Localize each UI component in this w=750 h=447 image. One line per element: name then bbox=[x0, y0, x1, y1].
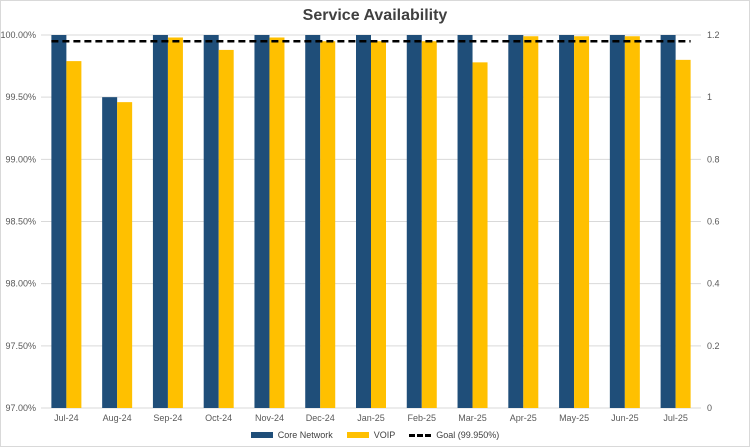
y-tick-label: 99.50% bbox=[5, 92, 36, 102]
y2-tick-label: 0 bbox=[707, 403, 712, 413]
bar-core-network bbox=[152, 35, 168, 408]
y2-tick-label: 0.6 bbox=[707, 217, 720, 227]
y2-tick-label: 1 bbox=[707, 92, 712, 102]
x-tick-label: Jun-25 bbox=[611, 413, 639, 423]
x-tick-label: Feb-25 bbox=[408, 413, 437, 423]
bar-core-network bbox=[203, 35, 219, 408]
bar-core-network bbox=[356, 35, 371, 408]
x-tick-label: Nov-24 bbox=[255, 413, 284, 423]
legend-item-voip: VOIP bbox=[346, 430, 396, 440]
bar-voip bbox=[117, 102, 133, 408]
y2-tick-label: 1.2 bbox=[707, 30, 720, 40]
x-tick-label: Jul-24 bbox=[54, 413, 79, 423]
bar-core-network bbox=[102, 97, 118, 409]
y-tick-label: 98.00% bbox=[5, 279, 36, 289]
bar-voip bbox=[269, 37, 285, 409]
legend-swatch-goal bbox=[409, 433, 432, 437]
bar-voip bbox=[167, 37, 183, 409]
legend-item-goal: Goal (99.950%) bbox=[409, 430, 499, 440]
x-tick-label: Jan-25 bbox=[357, 413, 385, 423]
bar-core-network bbox=[660, 35, 676, 408]
bar-core-network bbox=[457, 35, 473, 408]
legend-label-core-network: Core Network bbox=[277, 430, 333, 440]
bar-voip bbox=[675, 59, 691, 408]
chart-legend: Core Network VOIP Goal (99.950%) bbox=[1, 430, 749, 440]
chart-title: Service Availability bbox=[302, 7, 448, 24]
x-tick-label: Jul-25 bbox=[663, 413, 688, 423]
bar-core-network bbox=[51, 35, 67, 408]
bar-voip bbox=[218, 49, 234, 409]
bar-core-network bbox=[305, 35, 321, 408]
x-tick-label: Sep-24 bbox=[153, 413, 182, 423]
bar-voip bbox=[523, 36, 539, 408]
y2-tick-label: 0.8 bbox=[707, 154, 720, 164]
y2-tick-label: 0.2 bbox=[707, 341, 720, 351]
bar-core-network bbox=[559, 35, 575, 408]
x-tick-label: Oct-24 bbox=[205, 413, 232, 423]
bar-core-network bbox=[254, 35, 270, 408]
legend-item-core-network: Core Network bbox=[250, 430, 333, 440]
bar-voip bbox=[66, 61, 82, 409]
x-tick-label: Mar-25 bbox=[458, 413, 487, 423]
legend-label-goal: Goal (99.950%) bbox=[436, 430, 500, 440]
x-tick-label: Dec-24 bbox=[306, 413, 335, 423]
legend-swatch-voip bbox=[346, 432, 369, 438]
bar-voip bbox=[371, 41, 386, 408]
bar-voip bbox=[421, 41, 437, 408]
y-tick-label: 97.00% bbox=[5, 403, 36, 413]
bar-voip bbox=[320, 41, 336, 408]
y-tick-label: 100.00% bbox=[1, 30, 36, 40]
bar-core-network bbox=[508, 35, 524, 408]
x-tick-label: Aug-24 bbox=[103, 413, 132, 423]
y2-tick-label: 0.4 bbox=[707, 279, 720, 289]
x-tick-label: Apr-25 bbox=[510, 413, 537, 423]
y-tick-label: 98.50% bbox=[5, 217, 36, 227]
bar-voip bbox=[472, 62, 488, 408]
legend-swatch-core-network bbox=[250, 432, 273, 438]
bar-core-network bbox=[406, 35, 422, 408]
x-tick-label: May-25 bbox=[559, 413, 589, 423]
bar-core-network bbox=[609, 35, 625, 408]
y-tick-label: 99.00% bbox=[5, 154, 36, 164]
legend-label-voip: VOIP bbox=[373, 430, 396, 440]
bar-voip bbox=[624, 36, 640, 408]
y-tick-label: 97.50% bbox=[5, 341, 36, 351]
bar-voip bbox=[574, 36, 590, 408]
